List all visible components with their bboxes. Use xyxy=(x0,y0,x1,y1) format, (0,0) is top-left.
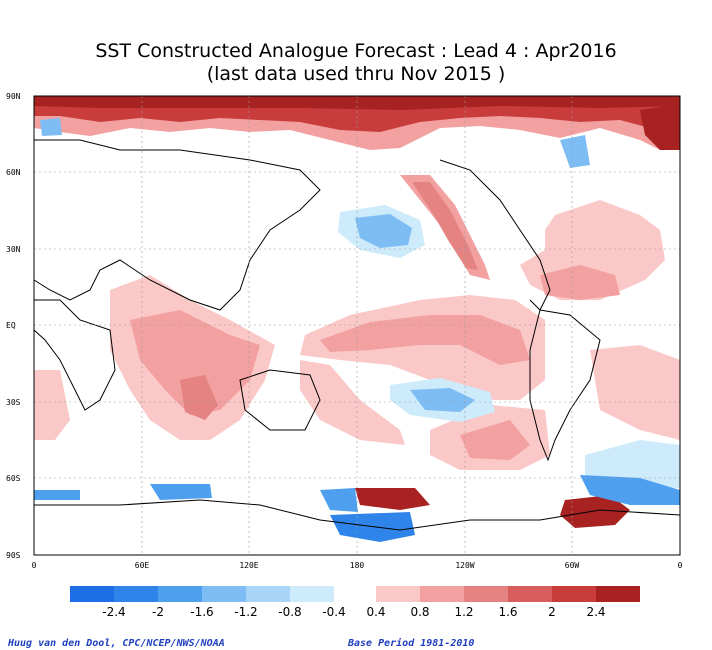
colorbar-swatch-cold xyxy=(290,586,334,602)
lat-label: 60N xyxy=(6,168,21,177)
colorbar-swatch-cold xyxy=(114,586,158,602)
base-period-text: Base Period 1981-2010 xyxy=(348,638,475,649)
colorbar-swatch-cold xyxy=(202,586,246,602)
colorbar-swatch-warm xyxy=(552,586,596,602)
colorbar-swatch-warm xyxy=(376,586,420,602)
credit-text: Huug van den Dool, CPC/NCEP/NWS/NOAA xyxy=(8,638,225,649)
colorbar-label: -0.4 xyxy=(322,605,345,619)
continent-outlines xyxy=(33,139,681,531)
longitude-labels: 0 60E 120E 180 120W 60W 0 xyxy=(32,561,683,570)
colorbar-swatch-cold xyxy=(70,586,114,602)
lon-label: 0 xyxy=(678,561,683,570)
colorbar-swatch-warm xyxy=(508,586,552,602)
map-frame xyxy=(33,95,681,556)
colorbar: -2.4 -2 -1.6 -1.2 -0.8 -0.4 0.4 0.8 1.2 1.6 2 2.4 xyxy=(70,586,640,619)
colorbar-label: 0.4 xyxy=(366,605,385,619)
lon-label: 120E xyxy=(239,561,258,570)
colorbar-label: 0.8 xyxy=(410,605,429,619)
lon-label: 60W xyxy=(565,561,580,570)
map-subtitle: (last data used thru Nov 2015 ) xyxy=(206,63,506,85)
lat-label: 60S xyxy=(6,474,21,483)
lon-label: 60E xyxy=(135,561,150,570)
colorbar-label: 2 xyxy=(548,605,556,619)
map-title: SST Constructed Analogue Forecast : Lead… xyxy=(95,40,617,62)
colorbar-label: -1.2 xyxy=(234,605,257,619)
colorbar-swatch-cold xyxy=(158,586,202,602)
lat-label: 30N xyxy=(6,245,21,254)
colorbar-label: -0.8 xyxy=(278,605,301,619)
colorbar-swatch-warm xyxy=(420,586,464,602)
colorbar-label: 1.6 xyxy=(498,605,517,619)
colorbar-label: 2.4 xyxy=(586,605,605,619)
colorbar-label: -2.4 xyxy=(102,605,125,619)
colorbar-label: -1.6 xyxy=(190,605,213,619)
lon-label: 180 xyxy=(350,561,365,570)
latitude-labels: 90N 60N 30N EQ 30S 60S 90S xyxy=(6,92,21,560)
lon-label: 0 xyxy=(32,561,37,570)
graticule xyxy=(34,96,680,555)
lat-label: 90N xyxy=(6,92,21,101)
colorbar-label: -2 xyxy=(152,605,164,619)
lat-label: EQ xyxy=(6,321,16,330)
lon-label: 120W xyxy=(455,561,474,570)
warm-anomaly-patches xyxy=(34,96,680,528)
lat-label: 30S xyxy=(6,398,21,407)
lat-label: 90S xyxy=(6,551,21,560)
colorbar-swatch-cold xyxy=(246,586,290,602)
colorbar-swatch-warm xyxy=(464,586,508,602)
colorbar-label: 1.2 xyxy=(454,605,473,619)
colorbar-swatch-warm xyxy=(596,586,640,602)
